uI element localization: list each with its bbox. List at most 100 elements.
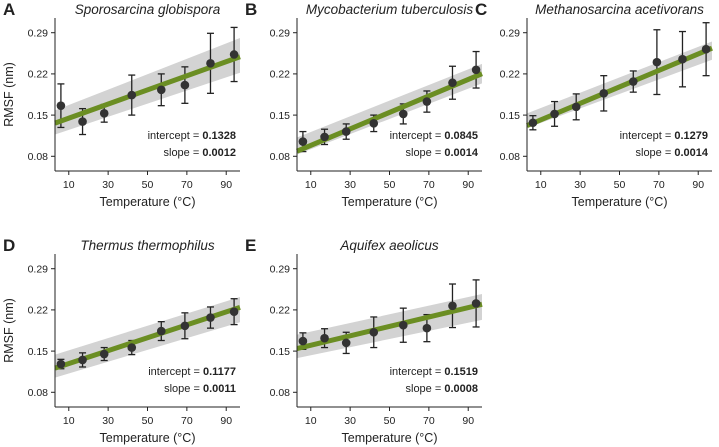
data-point: [127, 343, 137, 352]
y-tick-label: 0.29: [270, 28, 291, 40]
slope-label: slope =: [406, 147, 445, 159]
y-tick-label: 0.22: [28, 69, 49, 81]
x-tick-label: 70: [653, 179, 665, 191]
x-tick-label: 70: [423, 415, 435, 427]
data-point: [422, 323, 432, 333]
slope-value: 0.0012: [202, 147, 236, 159]
slope-label: slope =: [164, 383, 203, 395]
panel-title: Sporosarcina globispora: [75, 2, 221, 17]
slope-annotation: slope = 0.0014: [406, 147, 479, 159]
intercept-value: 0.0845: [444, 130, 478, 142]
x-tick-label: 10: [63, 415, 75, 427]
x-axis-label: Temperature (°C): [342, 195, 438, 209]
data-point: [678, 54, 687, 64]
intercept-label: intercept =: [390, 130, 445, 142]
data-point: [571, 102, 581, 112]
data-point: [528, 118, 538, 128]
y-tick-label: 0.08: [500, 151, 521, 163]
data-point: [320, 333, 329, 343]
slope-value: 0.0011: [203, 383, 236, 395]
data-point: [206, 313, 215, 322]
slope-annotation: slope = 0.0011: [164, 383, 236, 395]
panel-label: C: [475, 0, 487, 19]
slope-label: slope =: [406, 383, 445, 395]
y-tick-label: 0.08: [28, 151, 49, 163]
intercept-value: 0.1519: [444, 366, 478, 378]
data-point: [180, 321, 190, 331]
y-tick-label: 0.29: [500, 28, 521, 40]
data-point: [448, 301, 457, 311]
panel-label: B: [245, 0, 257, 19]
x-tick-label: 10: [305, 415, 317, 427]
data-point: [99, 349, 109, 359]
x-axis-label: Temperature (°C): [100, 195, 196, 209]
regression-line: [54, 54, 241, 126]
x-tick-label: 50: [142, 415, 154, 427]
x-tick-label: 90: [692, 179, 704, 191]
panel-title: Mycobacterium tuberculosis: [306, 2, 474, 17]
panel-title: Aquifex aeolicus: [339, 238, 439, 253]
x-tick-label: 30: [102, 415, 114, 427]
intercept-annotation: intercept = 0.1519: [390, 366, 478, 378]
intercept-label: intercept =: [620, 130, 675, 142]
x-tick-label: 90: [220, 415, 232, 427]
y-tick-label: 0.22: [500, 69, 521, 81]
data-point: [369, 327, 379, 337]
x-tick-label: 90: [220, 179, 232, 191]
data-point: [56, 101, 66, 110]
slope-annotation: slope = 0.0014: [636, 147, 709, 159]
x-tick-label: 30: [574, 179, 586, 191]
data-point: [180, 80, 190, 90]
y-tick-label: 0.08: [270, 387, 291, 399]
y-tick-label: 0.08: [28, 387, 49, 399]
data-point: [341, 338, 351, 348]
data-point: [298, 137, 308, 146]
slope-label: slope =: [164, 147, 203, 159]
chart-panel-a: 0.08 0.15 0.22 0.29 10 30 50 70 90 Temperature (°…: [2, 0, 241, 209]
chart-panel-e: 0.08 0.15 0.22 0.29 10 30 50 70 90 Temperature (°…: [245, 236, 483, 445]
data-point: [398, 320, 408, 330]
data-point: [550, 109, 559, 119]
intercept-value: 0.1328: [202, 130, 236, 142]
data-point: [628, 77, 638, 86]
data-point: [156, 326, 166, 336]
data-point: [127, 90, 137, 100]
y-axis-label: RMSF (nm): [2, 62, 16, 127]
data-point: [156, 85, 166, 95]
panel-label: D: [3, 236, 15, 255]
data-point: [56, 359, 66, 369]
panel-title: Methanosarcina acetivorans: [535, 2, 704, 17]
x-tick-label: 30: [344, 415, 356, 427]
data-point: [448, 78, 457, 88]
data-point: [298, 336, 308, 346]
data-point: [229, 307, 239, 316]
y-tick-label: 0.29: [270, 264, 291, 276]
x-tick-label: 30: [344, 179, 356, 191]
panel-title: Thermus thermophilus: [80, 238, 215, 253]
data-point: [471, 299, 481, 308]
x-tick-label: 10: [535, 179, 547, 191]
x-tick-label: 90: [462, 179, 474, 191]
x-tick-label: 50: [614, 179, 626, 191]
x-tick-label: 70: [181, 179, 193, 191]
intercept-annotation: intercept = 0.0845: [390, 130, 478, 142]
y-tick-label: 0.08: [270, 151, 291, 163]
chart-panel-b: 0.08 0.15 0.22 0.29 10 30 50 70 90 Temperature (°…: [245, 0, 483, 209]
data-point: [78, 355, 87, 365]
data-point: [78, 117, 87, 126]
data-point: [341, 127, 351, 136]
data-point: [229, 50, 239, 59]
slope-label: slope =: [636, 147, 675, 159]
panel-label: A: [3, 0, 15, 19]
x-tick-label: 10: [305, 179, 317, 191]
x-tick-label: 10: [63, 179, 75, 191]
x-axis-label: Temperature (°C): [100, 431, 196, 445]
y-tick-label: 0.29: [28, 28, 49, 40]
data-point: [320, 132, 329, 142]
x-tick-label: 70: [181, 415, 193, 427]
y-tick-label: 0.15: [28, 110, 49, 122]
data-point: [398, 109, 408, 119]
panel-label: E: [245, 236, 256, 255]
slope-value: 0.0014: [444, 147, 479, 159]
